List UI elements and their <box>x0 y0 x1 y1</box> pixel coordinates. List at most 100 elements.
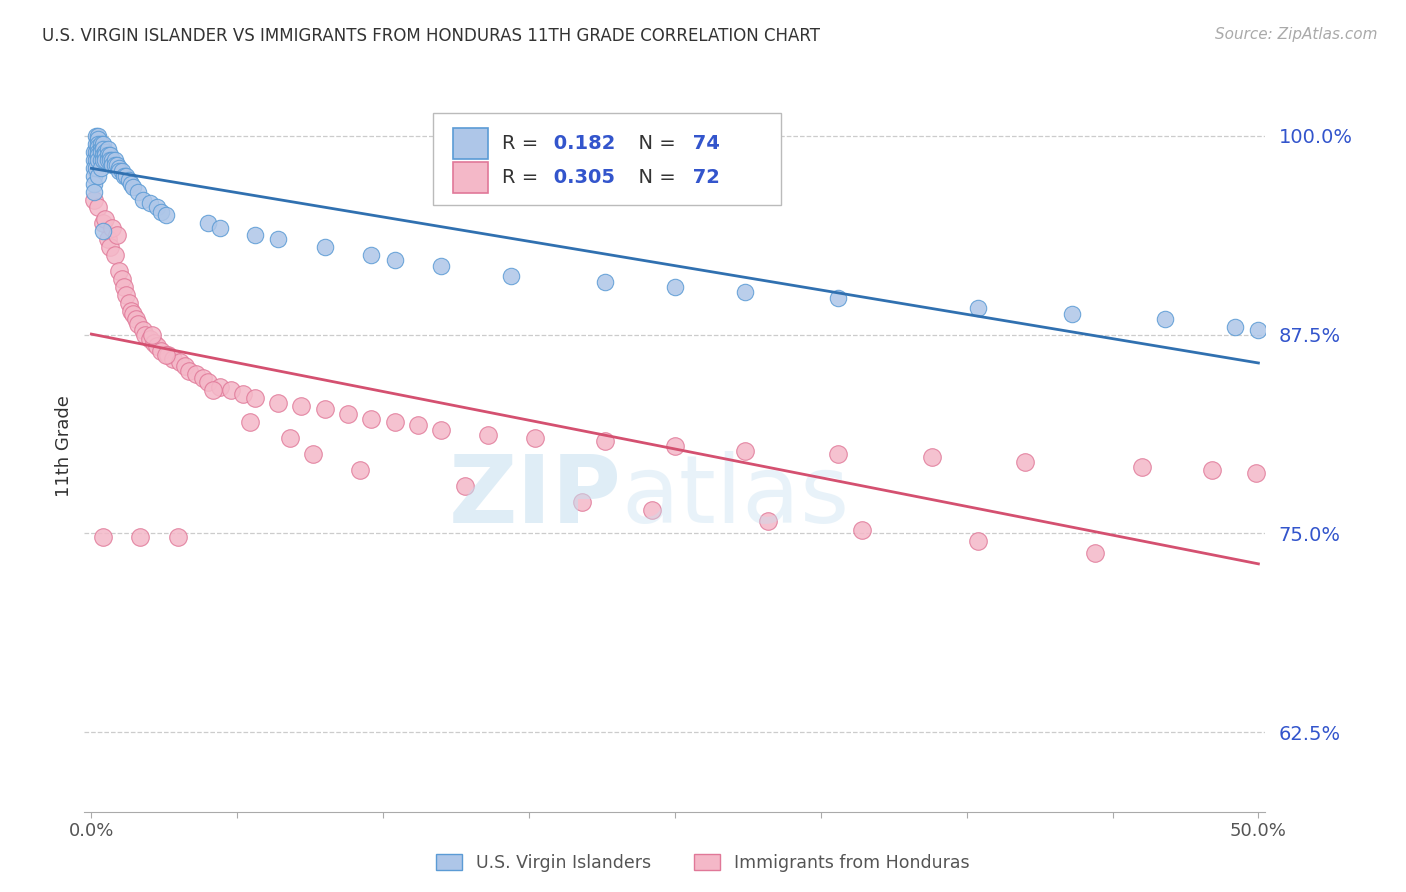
Point <box>84 153 107 167</box>
Point <box>84 145 107 159</box>
Point <box>111 272 134 286</box>
Point <box>101 221 124 235</box>
Point <box>122 307 145 321</box>
Point <box>734 285 756 299</box>
Point <box>155 348 177 362</box>
Text: N =: N = <box>627 135 676 153</box>
Point <box>97 142 120 156</box>
Point <box>90 145 112 159</box>
Point <box>501 268 523 283</box>
Point <box>173 359 195 374</box>
FancyBboxPatch shape <box>433 113 782 204</box>
Point <box>430 423 453 437</box>
Point <box>278 431 301 445</box>
Point <box>132 323 155 337</box>
Point <box>1014 455 1036 469</box>
Point <box>104 153 127 167</box>
Point <box>84 136 107 151</box>
Point <box>87 169 110 183</box>
Point <box>122 179 145 194</box>
Point <box>94 153 117 167</box>
Point <box>1130 459 1153 474</box>
Point <box>232 386 254 401</box>
Point <box>221 384 243 398</box>
Point <box>145 201 167 215</box>
Point <box>112 280 135 294</box>
Point <box>90 153 112 167</box>
Point <box>98 240 121 254</box>
Point <box>827 447 849 461</box>
Point <box>208 380 231 394</box>
Point <box>157 348 180 362</box>
Point <box>97 153 120 167</box>
Point <box>108 264 131 278</box>
Point <box>523 431 546 445</box>
Point <box>104 157 127 171</box>
Point <box>360 248 382 262</box>
Point <box>384 415 406 429</box>
Point <box>97 148 120 162</box>
Point <box>141 327 163 342</box>
FancyBboxPatch shape <box>453 128 488 159</box>
Point <box>101 157 124 171</box>
Point <box>104 248 127 262</box>
Text: R =: R = <box>502 135 546 153</box>
Point <box>120 303 142 318</box>
Point <box>314 240 336 254</box>
Point <box>87 140 110 154</box>
Point <box>94 145 117 159</box>
Point <box>91 148 114 162</box>
Point <box>406 418 429 433</box>
Point <box>94 211 117 226</box>
Text: 74: 74 <box>686 135 720 153</box>
Point <box>756 514 779 528</box>
Point <box>125 311 148 326</box>
Point <box>314 402 336 417</box>
Point <box>186 368 208 382</box>
Text: 72: 72 <box>686 168 720 187</box>
Point <box>243 392 266 406</box>
FancyBboxPatch shape <box>453 162 488 193</box>
Point <box>87 153 110 167</box>
Point <box>150 343 173 358</box>
Point <box>84 128 107 143</box>
Point <box>477 428 499 442</box>
Point <box>145 339 167 353</box>
Point <box>827 291 849 305</box>
Point <box>129 530 152 544</box>
Point <box>349 463 371 477</box>
Point <box>118 296 141 310</box>
Point <box>83 161 105 175</box>
Point <box>108 161 131 175</box>
Point <box>430 260 453 274</box>
Point <box>127 185 149 199</box>
Point <box>201 384 224 398</box>
Text: N =: N = <box>627 168 676 187</box>
Point <box>851 523 873 537</box>
Point <box>108 164 131 178</box>
Point <box>143 335 166 350</box>
Point <box>1084 545 1107 559</box>
Point <box>138 195 160 210</box>
Point <box>337 407 360 421</box>
Point <box>208 221 231 235</box>
Point <box>169 355 191 369</box>
Point <box>921 450 943 464</box>
Point <box>239 415 262 429</box>
Point <box>90 136 112 151</box>
Point <box>1154 311 1177 326</box>
Point <box>384 252 406 267</box>
Point <box>1247 323 1270 337</box>
Point <box>243 227 266 242</box>
Point <box>1201 463 1223 477</box>
Point <box>664 439 686 453</box>
Point <box>87 145 110 159</box>
Text: ZIP: ZIP <box>449 451 621 543</box>
Point <box>90 161 112 175</box>
Point <box>83 185 105 199</box>
Point <box>593 275 616 289</box>
Point <box>87 132 110 146</box>
Point <box>91 153 114 167</box>
Point <box>91 530 114 544</box>
Point <box>118 173 141 187</box>
